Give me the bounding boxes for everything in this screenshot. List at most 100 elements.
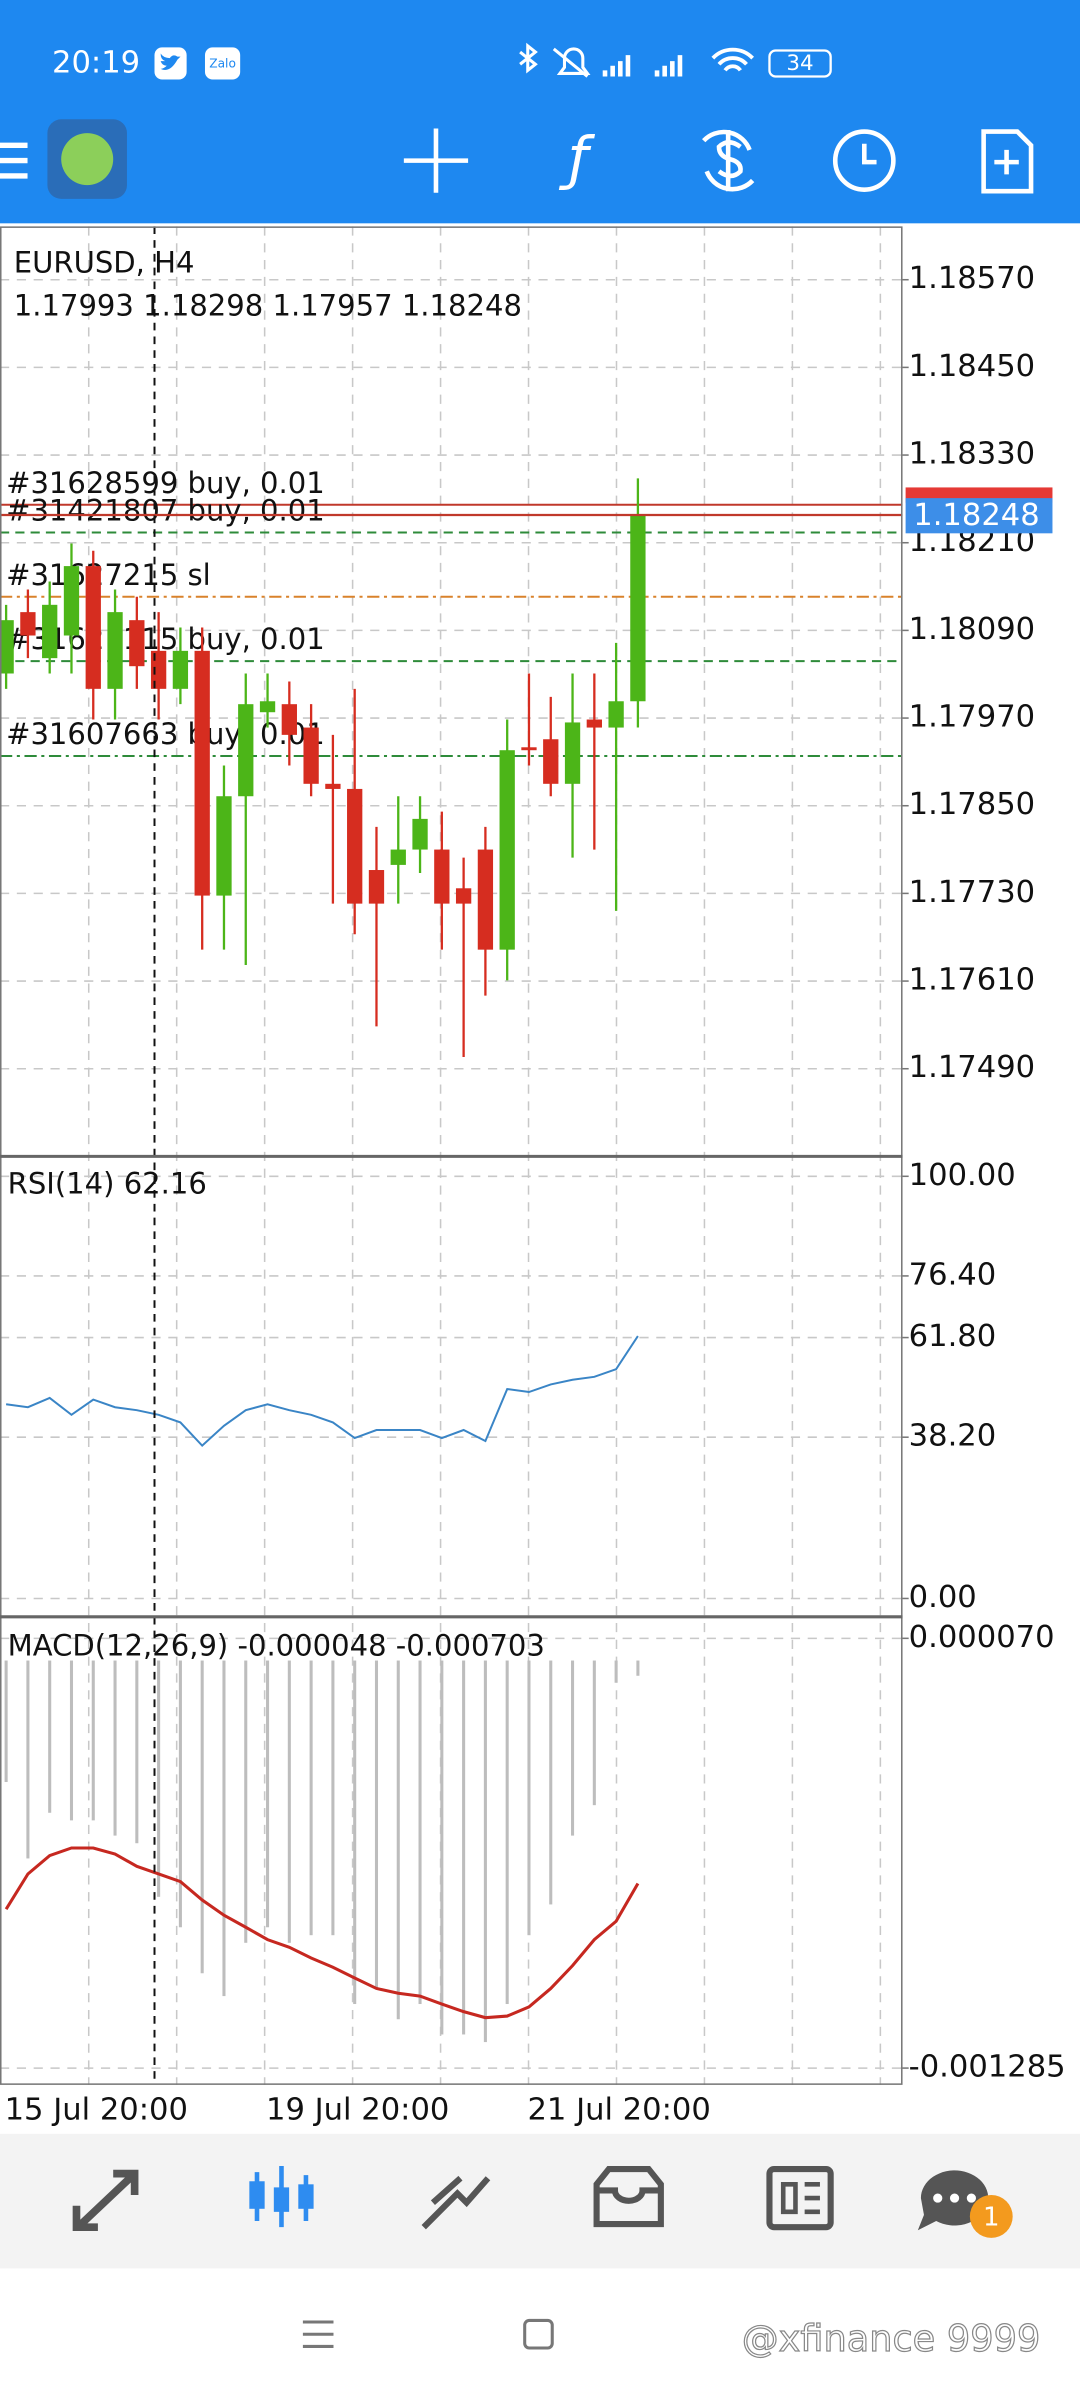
y-tick-label: 0.000070	[909, 1620, 1055, 1655]
order-label: #31607663 buy, 0.01	[6, 717, 325, 751]
macd-bar	[69, 1660, 74, 1821]
y-tick-label: 1.17730	[909, 875, 1035, 910]
candle-body	[608, 701, 624, 728]
macd-bar	[636, 1660, 640, 1676]
timeframe-button[interactable]	[832, 129, 896, 192]
chat-dot	[966, 2193, 976, 2203]
y-tick-label: 1.17850	[909, 787, 1035, 822]
macd-bar	[592, 1660, 596, 1806]
zalo-icon	[204, 47, 241, 80]
x-tick-label: 21 Jul 20:00	[527, 2092, 710, 2127]
macd-bar	[527, 1660, 531, 1936]
candle-body	[281, 704, 297, 735]
macd-bar	[178, 1660, 182, 1928]
chart-tab-candle	[249, 2181, 265, 2209]
candle-body	[172, 650, 189, 689]
y-tick-label: 1.17610	[909, 963, 1035, 998]
home-button[interactable]	[523, 2318, 554, 2350]
candle-body	[564, 722, 581, 784]
y-tick-label: 0.00	[909, 1580, 977, 1615]
candle-body	[586, 719, 602, 728]
marks-layer: #31628599 buy, 0.01#31421807 buy, 0.01 #3…	[0, 466, 903, 2043]
ohlc-readout: 1.17993 1.18298 1.17957 1.18248	[14, 288, 522, 322]
y-tick-label: 38.20	[909, 1419, 997, 1454]
candle-body	[390, 849, 406, 865]
app-header	[0, 0, 1080, 224]
candle-body	[499, 750, 515, 950]
x-tick-label: 19 Jul 20:00	[266, 2092, 449, 2127]
x-tick-label: 15 Jul 20:00	[5, 2092, 188, 2127]
recents-button[interactable]	[302, 2320, 334, 2348]
y-tick-label: 100.00	[909, 1158, 1016, 1193]
macd-bar	[113, 1660, 117, 1836]
macd-bar	[309, 1660, 313, 1936]
macd-bar	[200, 1660, 204, 1974]
chart-title: EURUSD, H4	[14, 246, 195, 280]
bottom-nav	[0, 2133, 1080, 2269]
rsi-title: RSI(14) 62.16	[8, 1166, 207, 1200]
macd-bar	[549, 1660, 553, 1905]
candle-body	[303, 727, 319, 784]
candle-body	[347, 788, 363, 904]
candle-body	[129, 620, 145, 667]
y-tick-label: 1.18090	[909, 612, 1035, 647]
chat-badge-count: 1	[983, 2202, 1000, 2232]
macd-title: MACD(12,26,9) -0.000048 -0.000703	[8, 1628, 545, 1662]
candle-body	[521, 747, 537, 751]
clock-hands	[862, 143, 877, 165]
news-tab[interactable]	[766, 2165, 834, 2231]
news-lines	[780, 2182, 820, 2215]
order-label: #31628599 buy, 0.01	[6, 466, 325, 500]
order-label: #31627215 sl	[6, 558, 211, 592]
bluetooth-icon	[519, 42, 538, 74]
candle-body	[0, 620, 14, 674]
zalo-text: Zalo	[209, 57, 236, 71]
candle-body	[42, 604, 58, 659]
macd-bar	[135, 1660, 139, 1844]
chart-tab-candle	[298, 2184, 314, 2209]
candle-body	[630, 514, 646, 702]
objects-button[interactable]	[981, 129, 1034, 194]
trade-button[interactable]	[702, 129, 755, 192]
current-price-tag	[905, 498, 1053, 534]
candle-body	[477, 849, 494, 950]
macd-bar	[462, 1660, 466, 2035]
menu-button[interactable]	[0, 142, 28, 179]
candle-body	[368, 870, 385, 904]
trade-tab[interactable]	[421, 2175, 491, 2230]
app-icon-globe	[61, 133, 114, 186]
wifi-icon	[711, 47, 755, 72]
crosshair-button[interactable]	[403, 128, 469, 193]
candle-body	[150, 650, 167, 689]
candle-body	[216, 796, 232, 896]
y-tick-label: 1.17490	[909, 1050, 1035, 1085]
quotes-tab[interactable]	[72, 2169, 139, 2231]
rsi-line	[5, 1335, 639, 1448]
macd-bar	[353, 1660, 357, 2005]
y-tick-label: 1.18450	[909, 349, 1035, 384]
chart-tab-candle	[273, 2187, 290, 2212]
history-tab[interactable]	[593, 2165, 664, 2228]
current-price-label: 1.18248	[913, 498, 1039, 533]
status-time: 20:19	[52, 46, 140, 81]
labels-layer: 1.185701.184501.183301.182101.180901.179…	[5, 261, 1066, 2127]
battery-icon	[768, 49, 832, 78]
macd-bar	[48, 1660, 52, 1813]
macd-bar	[91, 1660, 95, 1821]
candle-body	[325, 783, 341, 789]
signal-icon	[602, 55, 631, 77]
candle-body	[455, 888, 472, 904]
macd-bar	[266, 1660, 270, 1928]
y-tick-label: -0.001285	[909, 2050, 1066, 2085]
macd-bar	[244, 1660, 248, 1943]
macd-bar	[505, 1660, 509, 2005]
candle-body	[434, 849, 450, 904]
twitter-glyph	[160, 53, 181, 70]
candle-body	[107, 612, 123, 689]
candle-body	[259, 701, 276, 713]
macd-bar	[483, 1660, 487, 2043]
macd-bar	[26, 1660, 30, 1859]
y-tick-label: 1.18570	[909, 261, 1035, 296]
macd-bar	[396, 1660, 400, 2020]
